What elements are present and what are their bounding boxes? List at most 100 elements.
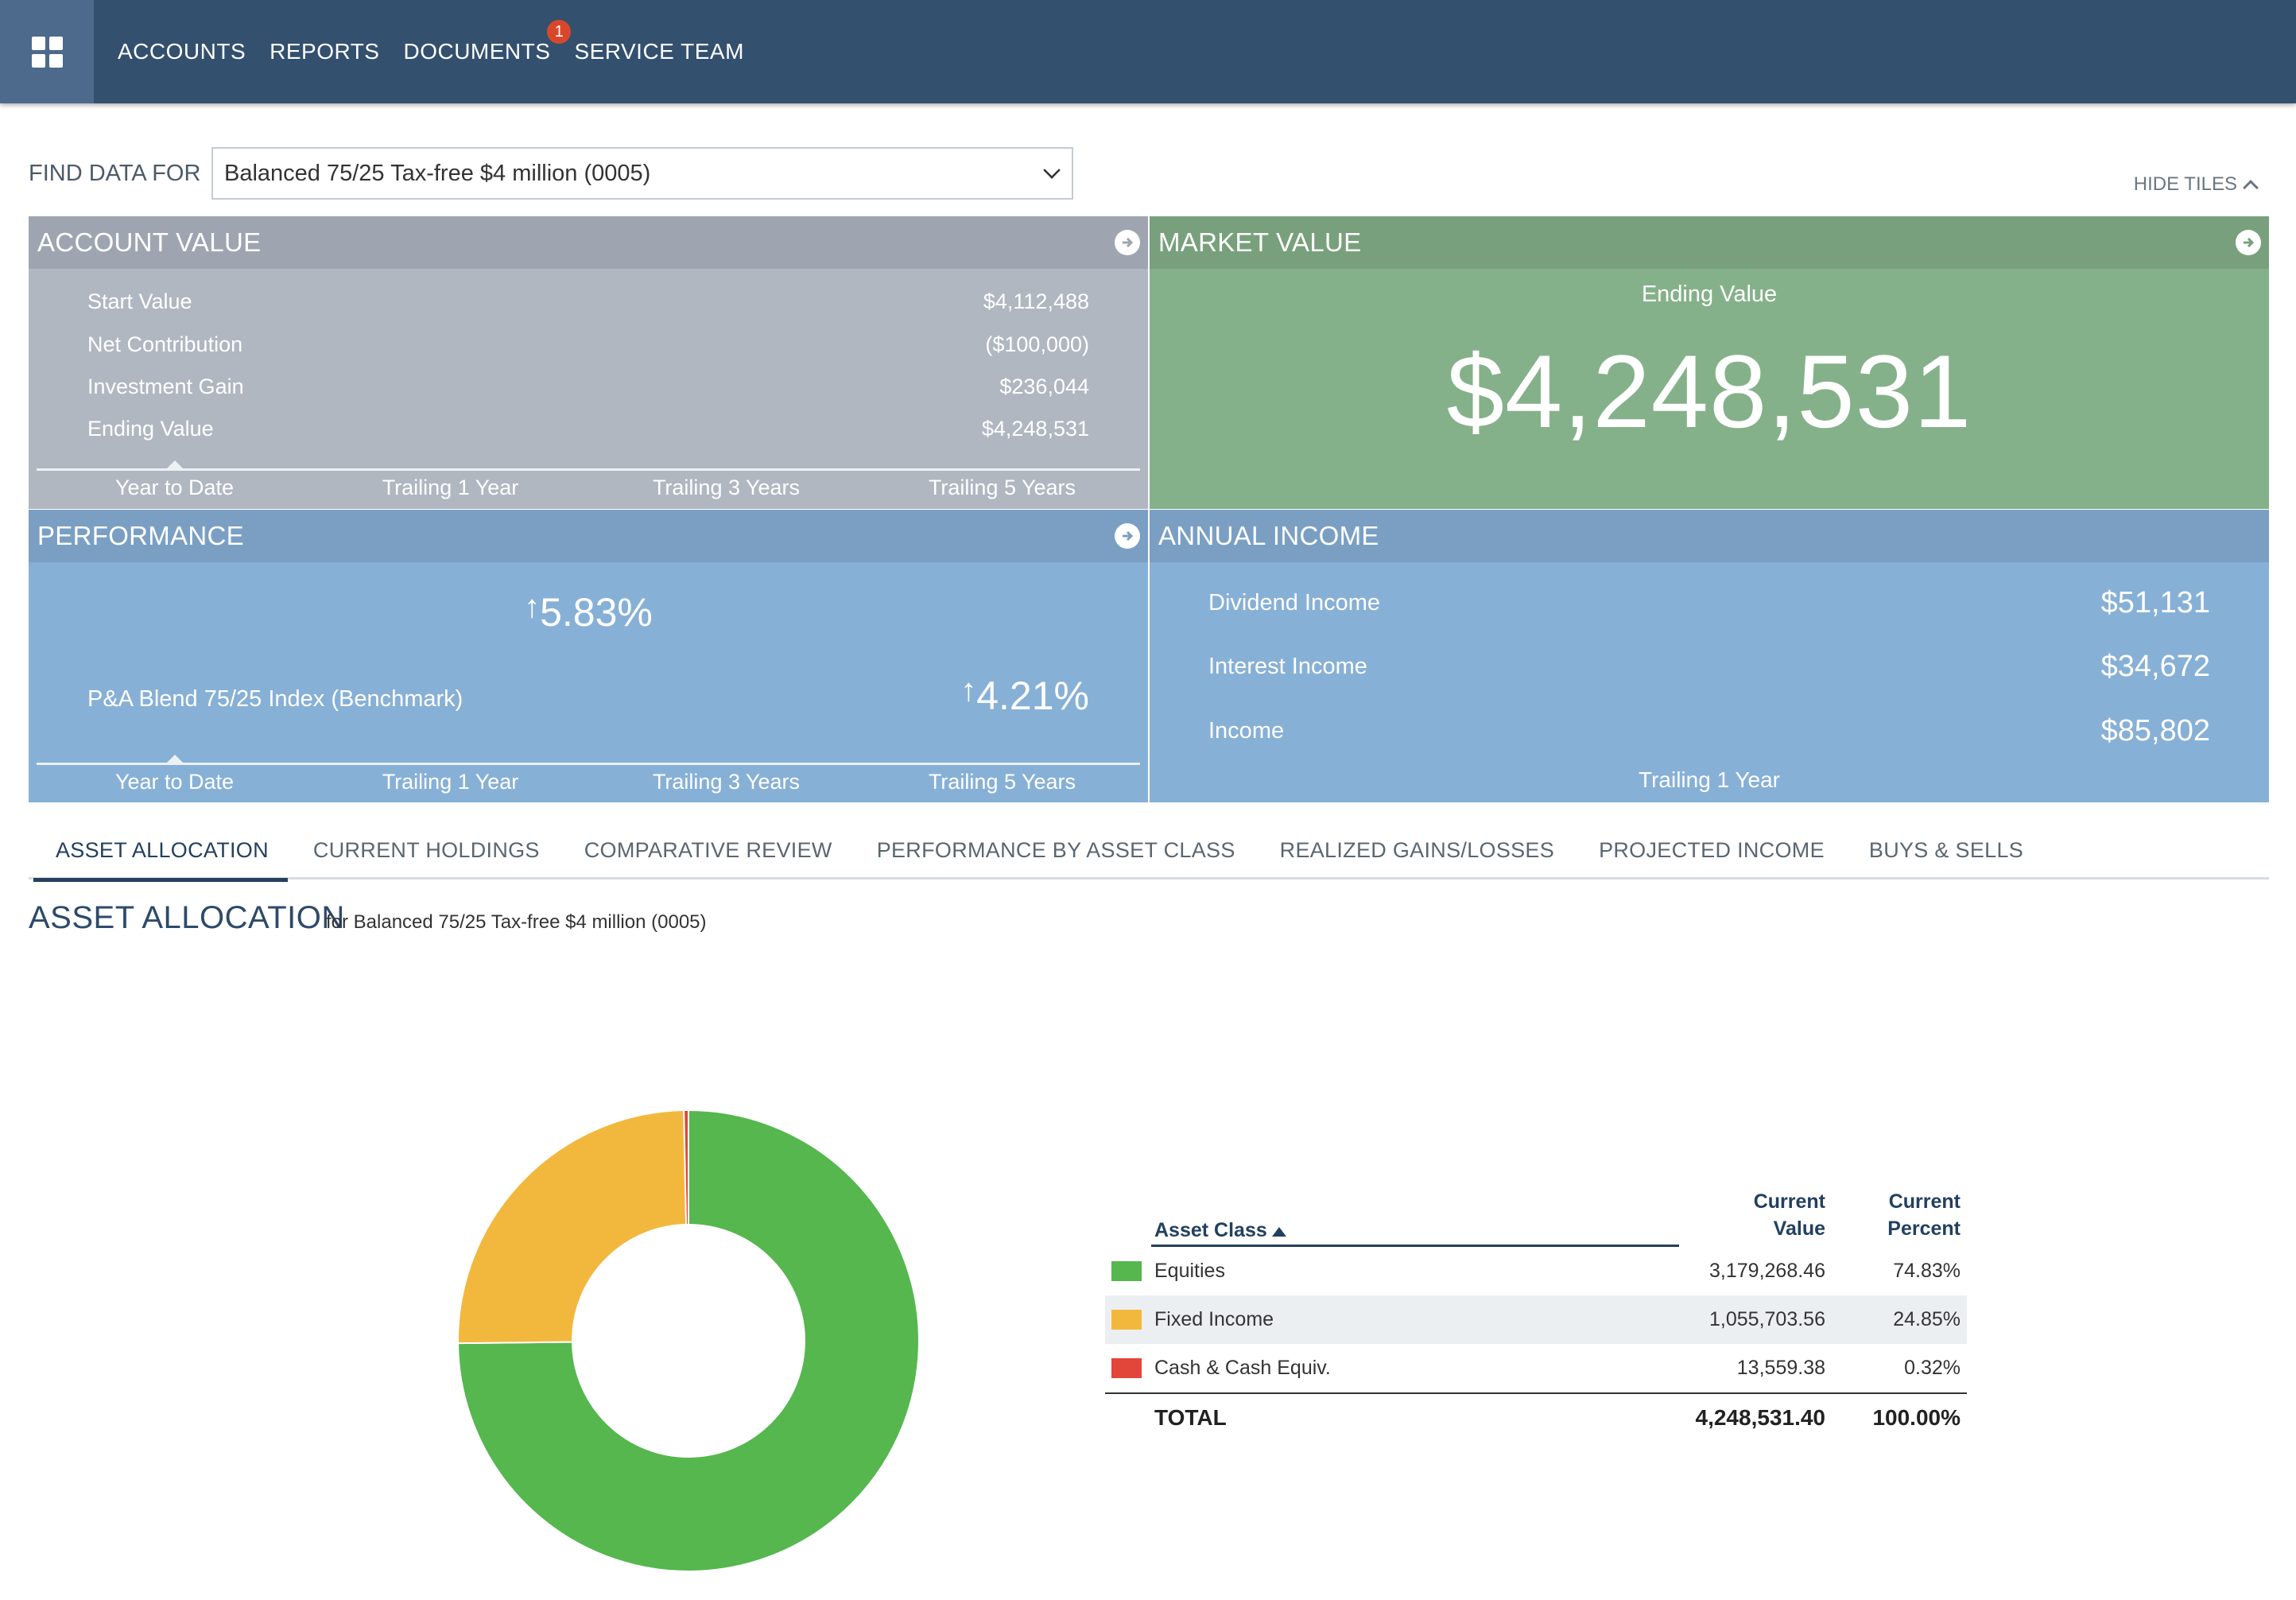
header-line: Current bbox=[1888, 1190, 1961, 1213]
nav-service-team[interactable]: SERVICE TEAM bbox=[574, 39, 744, 64]
tab-performance-by-asset-class[interactable]: PERFORMANCE BY ASSET CLASS bbox=[876, 838, 1235, 862]
header-line: Current bbox=[1753, 1190, 1825, 1213]
table-total-row: TOTAL 4,248,531.40 100.00% bbox=[1105, 1392, 1967, 1442]
asset-class-name: Cash & Cash Equiv. bbox=[1154, 1357, 1331, 1379]
report-tabs: ASSET ALLOCATION CURRENT HOLDINGS COMPAR… bbox=[29, 827, 2269, 882]
asset-class-name: Equities bbox=[1154, 1260, 1225, 1282]
period-5y[interactable]: Trailing 5 Years bbox=[928, 770, 1076, 794]
arrow-up-icon: ↑ bbox=[524, 589, 541, 624]
tile-title: MARKET VALUE bbox=[1158, 227, 1362, 257]
arrow-right-circle-icon[interactable] bbox=[2236, 230, 2261, 255]
total-label: TOTAL bbox=[1154, 1405, 1227, 1430]
donut-slice-equities[interactable] bbox=[457, 1109, 920, 1572]
tab-buys-sells[interactable]: BUYS & SELLS bbox=[1868, 838, 2024, 862]
av-value: $4,248,531 bbox=[981, 417, 1089, 441]
current-value-header[interactable]: Current Value bbox=[1754, 1188, 1825, 1242]
account-value-tile: ACCOUNT VALUE Start Value $4,112,488 Net … bbox=[29, 216, 1148, 509]
income-period: Trailing 1 Year bbox=[1639, 767, 1780, 792]
period-ytd[interactable]: Year to Date bbox=[37, 755, 312, 802]
period-3y[interactable]: Trailing 3 Years bbox=[652, 476, 801, 499]
performance-tile: PERFORMANCE ↑5.83% P&A Blend 75/25 Index… bbox=[29, 510, 1148, 802]
av-row: Investment Gain $236,044 bbox=[87, 375, 1089, 399]
asset-class-header-label: Asset Class bbox=[1154, 1219, 1267, 1241]
tab-asset-allocation[interactable]: ASSET ALLOCATION bbox=[29, 827, 288, 882]
income-value: $51,131 bbox=[2100, 586, 2210, 619]
period-1y[interactable]: Trailing 1 Year bbox=[382, 770, 519, 794]
period-selector: Year to Date Trailing 1 Year Trailing 3 … bbox=[37, 460, 1140, 508]
tab-current-holdings[interactable]: CURRENT HOLDINGS bbox=[312, 838, 540, 862]
legend-swatch bbox=[1111, 1358, 1142, 1378]
find-data-label: FIND DATA FOR bbox=[29, 161, 201, 186]
table-row: Equities 3,179,268.46 74.83% bbox=[1105, 1247, 1967, 1295]
period-ytd[interactable]: Year to Date bbox=[37, 460, 312, 508]
notification-badge: 1 bbox=[545, 18, 573, 45]
chevron-down-icon bbox=[1043, 161, 1061, 179]
income-label: Income bbox=[1208, 718, 1285, 744]
period-5y[interactable]: Trailing 5 Years bbox=[928, 476, 1076, 499]
asset-class-percent: 74.83% bbox=[1893, 1260, 1961, 1282]
av-label: Investment Gain bbox=[87, 375, 244, 398]
income-row: Interest Income $34,672 bbox=[1208, 650, 2210, 684]
hide-tiles-button[interactable]: HIDE TILES bbox=[2134, 173, 2259, 196]
av-value: $4,112,488 bbox=[983, 289, 1089, 313]
income-row: Income $85,802 bbox=[1208, 714, 2210, 748]
grid-icon bbox=[31, 36, 63, 68]
period-selector: Year to Date Trailing 1 Year Trailing 3 … bbox=[37, 755, 1140, 802]
header-underline bbox=[1151, 1245, 1679, 1247]
tab-comparative-review[interactable]: COMPARATIVE REVIEW bbox=[584, 838, 832, 862]
donut-slice-fixed-income[interactable] bbox=[457, 1109, 688, 1345]
tile-title: ANNUAL INCOME bbox=[1158, 521, 1379, 550]
asset-class-value: 13,559.38 bbox=[1736, 1357, 1825, 1379]
asset-class-header[interactable]: Asset Class bbox=[1154, 1219, 1286, 1242]
current-percent-header[interactable]: Current Percent bbox=[1887, 1188, 1961, 1242]
market-value-header: MARKET VALUE bbox=[1150, 216, 2269, 269]
legend-swatch bbox=[1111, 1310, 1142, 1330]
nav-reports[interactable]: REPORTS bbox=[270, 39, 380, 64]
asset-class-percent: 24.85% bbox=[1893, 1308, 1961, 1330]
account-select-value: Balanced 75/25 Tax-free $4 million (0005… bbox=[224, 160, 651, 186]
chevron-up-icon bbox=[2243, 180, 2259, 196]
av-row: Start Value $4,112,488 bbox=[87, 289, 1089, 314]
benchmark-label: P&A Blend 75/25 Index (Benchmark) bbox=[87, 686, 463, 712]
nav-documents[interactable]: DOCUMENTS 1 bbox=[403, 18, 573, 64]
arrow-up-icon: ↑ bbox=[960, 673, 977, 708]
ending-value-amount: $4,248,531 bbox=[1446, 333, 1972, 449]
period-3y[interactable]: Trailing 3 Years bbox=[652, 770, 801, 794]
total-value: 4,248,531.40 bbox=[1695, 1405, 1826, 1430]
allocation-donut-chart bbox=[457, 1109, 920, 1572]
market-value-tile: MARKET VALUE Ending Value $4,248,531 bbox=[1150, 216, 2269, 509]
main-nav: ACCOUNTS REPORTS DOCUMENTS 1 SERVICE TEA… bbox=[94, 0, 744, 103]
asset-class-value: 1,055,703.56 bbox=[1709, 1308, 1825, 1330]
asset-class-name: Fixed Income bbox=[1154, 1308, 1274, 1330]
header-line: Value bbox=[1773, 1217, 1825, 1240]
header-line: Percent bbox=[1887, 1217, 1961, 1240]
av-row: Net Contribution ($100,000) bbox=[87, 332, 1089, 357]
av-label: Net Contribution bbox=[87, 332, 243, 356]
income-value: $34,672 bbox=[2100, 650, 2210, 683]
tab-projected-income[interactable]: PROJECTED INCOME bbox=[1599, 838, 1825, 862]
av-row: Ending Value $4,248,531 bbox=[87, 417, 1089, 441]
arrow-right-circle-icon[interactable] bbox=[1115, 523, 1140, 549]
arrow-right-circle-icon[interactable] bbox=[1115, 230, 1140, 255]
app-grid-button[interactable] bbox=[0, 0, 94, 103]
period-1y[interactable]: Trailing 1 Year bbox=[382, 476, 519, 499]
nav-accounts[interactable]: ACCOUNTS bbox=[118, 39, 246, 64]
av-value: ($100,000) bbox=[985, 332, 1089, 356]
table-row: Cash & Cash Equiv. 13,559.38 0.32% bbox=[1105, 1344, 1967, 1392]
sort-asc-icon bbox=[1271, 1227, 1286, 1237]
account-select[interactable]: Balanced 75/25 Tax-free $4 million (0005… bbox=[211, 147, 1073, 200]
income-label: Dividend Income bbox=[1208, 590, 1380, 616]
asset-class-percent: 0.32% bbox=[1904, 1357, 1961, 1379]
section-subtitle: for Balanced 75/25 Tax-free $4 million (… bbox=[326, 911, 707, 933]
tab-realized-gains-losses[interactable]: REALIZED GAINS/LOSSES bbox=[1279, 838, 1555, 862]
annual-income-tile: ANNUAL INCOME Dividend Income $51,131 Int… bbox=[1150, 510, 2269, 802]
performance-header: PERFORMANCE bbox=[29, 510, 1148, 562]
donut-slice-cash-cash-equiv[interactable] bbox=[683, 1109, 689, 1226]
performance-return-value: 5.83% bbox=[540, 590, 653, 635]
av-value: $236,044 bbox=[999, 375, 1089, 398]
allocation-table: Asset Class Current Value Current Percent … bbox=[1105, 1185, 1967, 1442]
income-value: $85,802 bbox=[2100, 714, 2210, 748]
benchmark-return: ↑4.21% bbox=[960, 673, 1089, 719]
ending-value-label: Ending Value bbox=[1641, 282, 1778, 307]
total-percent: 100.00% bbox=[1872, 1405, 1961, 1430]
